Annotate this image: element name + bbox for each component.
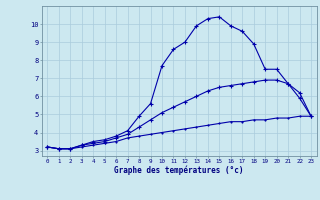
X-axis label: Graphe des températures (°c): Graphe des températures (°c) <box>115 166 244 175</box>
